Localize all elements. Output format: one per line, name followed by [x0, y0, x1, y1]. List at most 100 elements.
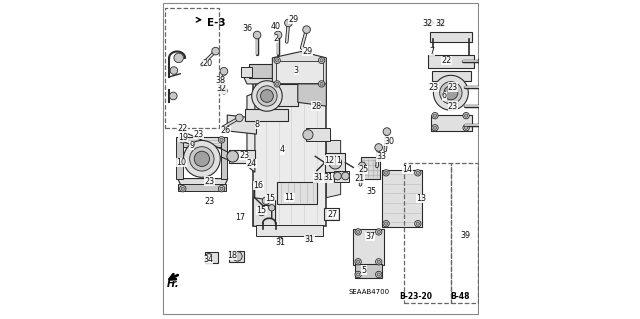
Text: 12: 12	[324, 156, 335, 165]
Text: 26: 26	[221, 126, 231, 135]
Text: 30: 30	[384, 137, 394, 145]
Circle shape	[269, 204, 275, 211]
Circle shape	[383, 170, 389, 176]
Circle shape	[258, 208, 266, 216]
Circle shape	[432, 113, 438, 119]
Circle shape	[428, 21, 431, 25]
Text: 36: 36	[243, 24, 252, 33]
Circle shape	[481, 83, 488, 91]
Text: B-48: B-48	[450, 292, 470, 300]
Polygon shape	[428, 55, 474, 68]
Circle shape	[174, 53, 184, 63]
Bar	[451, 163, 478, 303]
Polygon shape	[244, 77, 291, 84]
Circle shape	[432, 124, 438, 131]
Polygon shape	[257, 225, 323, 236]
Circle shape	[444, 86, 458, 100]
Text: 10: 10	[177, 158, 186, 167]
Text: 23: 23	[448, 102, 458, 111]
Text: 32: 32	[216, 85, 227, 93]
Polygon shape	[180, 137, 224, 147]
Circle shape	[262, 197, 270, 204]
Circle shape	[194, 151, 209, 167]
Text: 23: 23	[204, 177, 214, 186]
Polygon shape	[205, 252, 218, 263]
Text: 37: 37	[365, 232, 375, 241]
Text: 19: 19	[178, 133, 188, 142]
Text: 28: 28	[311, 102, 321, 111]
Circle shape	[285, 19, 292, 27]
Text: 40: 40	[271, 22, 280, 31]
Text: 18: 18	[227, 251, 237, 260]
Bar	[285, 67, 296, 77]
Circle shape	[274, 57, 280, 63]
Polygon shape	[334, 171, 349, 182]
Circle shape	[463, 124, 469, 131]
Circle shape	[465, 126, 468, 129]
Circle shape	[180, 186, 186, 192]
Text: 38: 38	[216, 76, 226, 85]
Circle shape	[181, 138, 184, 141]
Circle shape	[218, 186, 225, 192]
Circle shape	[278, 239, 282, 242]
Circle shape	[377, 273, 380, 276]
Text: 22: 22	[178, 124, 188, 133]
Polygon shape	[298, 84, 326, 106]
Polygon shape	[355, 264, 382, 278]
Circle shape	[481, 122, 488, 129]
Circle shape	[333, 172, 341, 180]
Text: SEAAB4700: SEAAB4700	[348, 289, 389, 295]
Circle shape	[415, 170, 421, 176]
Circle shape	[376, 259, 382, 265]
Circle shape	[383, 220, 389, 227]
Text: 14: 14	[403, 165, 412, 174]
Circle shape	[438, 20, 444, 26]
Polygon shape	[230, 251, 244, 262]
Circle shape	[416, 171, 419, 174]
Circle shape	[433, 126, 436, 129]
Circle shape	[303, 130, 313, 140]
Circle shape	[276, 82, 278, 85]
Circle shape	[376, 229, 382, 235]
Bar	[404, 163, 451, 303]
Text: 39: 39	[460, 231, 470, 240]
Circle shape	[308, 237, 311, 241]
Text: 29: 29	[288, 15, 298, 24]
Text: 23: 23	[204, 197, 214, 206]
Circle shape	[316, 177, 319, 180]
Circle shape	[465, 114, 468, 117]
Circle shape	[274, 81, 280, 87]
Circle shape	[439, 21, 442, 25]
Text: 34: 34	[204, 255, 213, 264]
Polygon shape	[432, 71, 471, 81]
Text: Fr.: Fr.	[167, 279, 180, 289]
Text: 2: 2	[273, 34, 278, 43]
Circle shape	[181, 187, 184, 190]
Text: 32: 32	[435, 19, 445, 28]
Circle shape	[320, 82, 323, 85]
Polygon shape	[253, 197, 276, 226]
Circle shape	[233, 252, 242, 261]
Circle shape	[223, 89, 226, 93]
Circle shape	[385, 222, 388, 225]
Polygon shape	[429, 33, 472, 42]
Text: 16: 16	[253, 181, 264, 190]
Circle shape	[260, 90, 273, 102]
Text: 15: 15	[257, 206, 267, 215]
Text: 4: 4	[280, 145, 285, 154]
Circle shape	[236, 114, 243, 122]
Text: 31: 31	[275, 238, 285, 247]
Text: 31: 31	[323, 174, 333, 182]
Polygon shape	[221, 137, 227, 179]
Circle shape	[426, 20, 433, 26]
Text: 15: 15	[265, 194, 275, 203]
Polygon shape	[276, 61, 323, 83]
Circle shape	[356, 230, 360, 234]
Circle shape	[303, 26, 310, 33]
Circle shape	[356, 260, 360, 263]
Text: 31: 31	[314, 174, 323, 182]
Polygon shape	[227, 115, 257, 134]
Text: E-3: E-3	[207, 18, 226, 28]
Polygon shape	[247, 93, 255, 172]
Polygon shape	[431, 115, 472, 131]
